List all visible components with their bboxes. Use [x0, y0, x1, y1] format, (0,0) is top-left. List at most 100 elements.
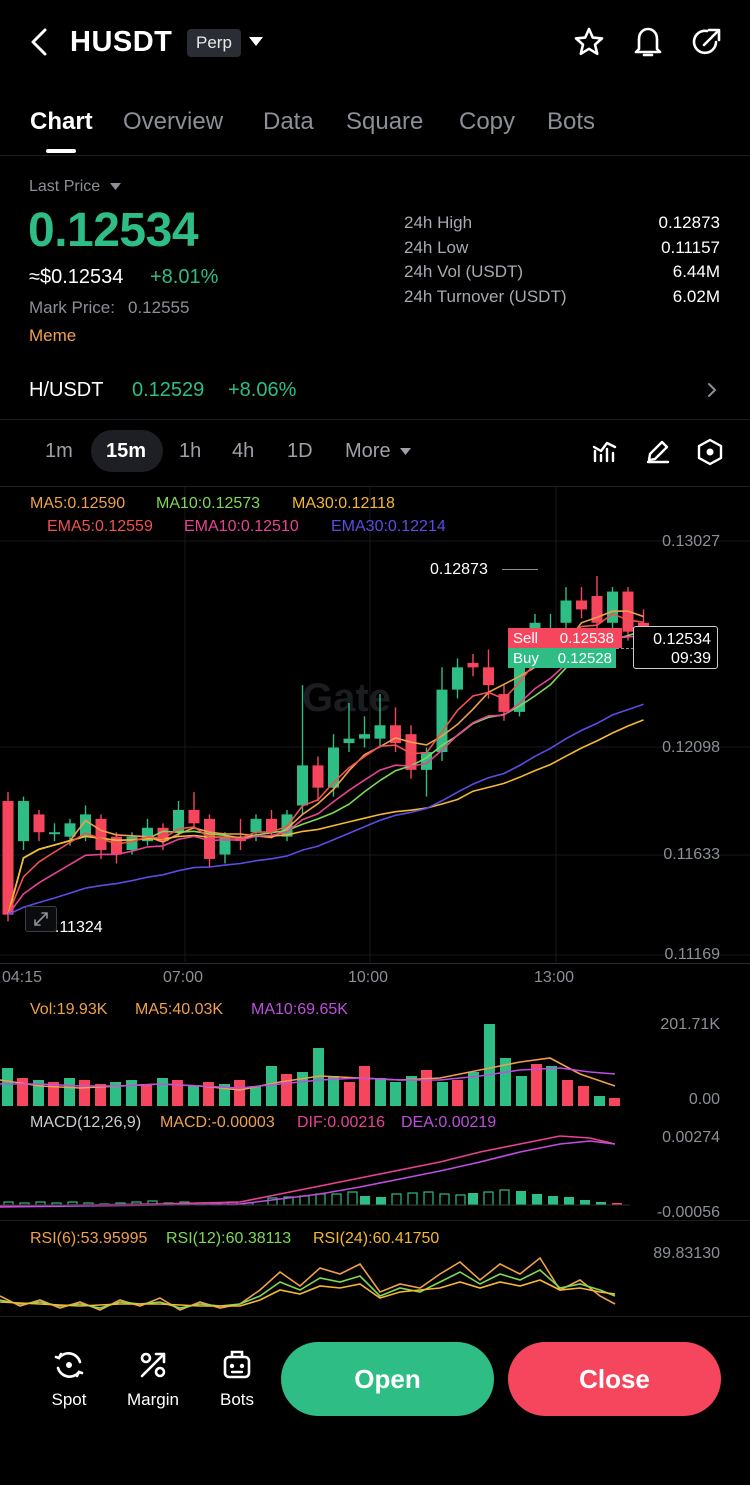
tab-square[interactable]: Square	[346, 108, 424, 135]
settings-hexagon-icon[interactable]	[697, 438, 723, 466]
margin-nav-button[interactable]: Margin	[112, 1346, 194, 1416]
ema30-line	[7, 703, 644, 916]
interval-1h[interactable]: 1h	[179, 440, 202, 462]
macd-value: MACD:-0.00003	[160, 1114, 275, 1131]
interval-1m[interactable]: 1m	[45, 440, 73, 462]
divider	[0, 155, 750, 156]
vol-ma10-label: MA10:69.65K	[251, 1001, 348, 1018]
candle-body	[64, 823, 76, 837]
interval-1d[interactable]: 1D	[287, 440, 313, 462]
x-axis-label: 07:00	[163, 969, 204, 986]
candle-body	[576, 600, 587, 610]
mark-price-label: Mark Price:	[29, 298, 115, 317]
ma30-line	[7, 719, 644, 915]
tab-copy[interactable]: Copy	[459, 108, 516, 135]
divider	[0, 419, 750, 420]
candle-body	[328, 747, 339, 788]
candle-body	[591, 596, 603, 623]
rsi6-label: RSI(6):53.95995	[30, 1230, 148, 1247]
gate-watermark: Gate	[302, 676, 391, 720]
ema10-line	[7, 634, 644, 916]
macd-axis-max: 0.00274	[662, 1129, 720, 1146]
vol-axis-min: 0.00	[688, 1091, 720, 1108]
back-icon[interactable]	[28, 28, 52, 56]
macd-axis-min: -0.00056	[656, 1204, 720, 1221]
candle-body	[638, 622, 649, 628]
interval-15m[interactable]: 15m	[106, 440, 147, 462]
candle-body	[80, 814, 91, 837]
divider	[0, 486, 750, 487]
divider	[0, 1316, 750, 1317]
vol-axis-max: 201.71K	[660, 1016, 720, 1033]
candle-body	[188, 809, 200, 824]
meme-tag[interactable]: Meme	[29, 326, 77, 345]
macd-chart	[0, 1135, 630, 1208]
candle-body	[390, 725, 401, 744]
perp-badge: Perp	[187, 29, 241, 57]
chevron-down-icon[interactable]	[249, 37, 263, 47]
candle-body	[111, 836, 122, 855]
spot-pair-row[interactable]: H/USDT 0.12529 +8.06%	[0, 362, 750, 418]
x-axis-label: 10:00	[348, 969, 389, 986]
indicator-icon[interactable]	[592, 439, 618, 463]
current-price-value: 0.12534	[653, 631, 711, 648]
pair-title[interactable]: HUSDT	[70, 26, 173, 58]
candle-body	[312, 765, 324, 788]
ma5-label: MA5:0.12590	[30, 495, 126, 512]
x-axis-label: 04:15	[2, 969, 43, 986]
last-price-label[interactable]: Last Price	[29, 178, 121, 196]
last-price: 0.12534	[28, 204, 199, 257]
candle-body	[126, 836, 138, 851]
bell-icon[interactable]	[633, 25, 663, 59]
y-axis-label: 0.11633	[663, 846, 720, 863]
candle-body	[219, 836, 231, 855]
open-button[interactable]: Open	[281, 1342, 494, 1416]
chart-grid	[0, 487, 750, 962]
interval-4h[interactable]: 4h	[232, 440, 255, 462]
candle-body	[374, 725, 386, 739]
spot-nav-button[interactable]: Spot	[28, 1346, 110, 1416]
macd-label: MACD(12,26,9)	[30, 1114, 142, 1131]
candle-countdown: 09:39	[670, 650, 711, 667]
dif-value: DIF:0.00216	[297, 1114, 386, 1131]
high-marker-line	[502, 569, 538, 570]
expand-icon[interactable]	[25, 906, 57, 932]
rsi12-label: RSI(12):60.38113	[166, 1230, 292, 1247]
interval-more[interactable]: More	[345, 440, 412, 463]
tab-bots[interactable]: Bots	[547, 108, 596, 135]
ma30-label: MA30:0.12118	[292, 495, 395, 512]
candle-body	[266, 818, 277, 833]
tab-data[interactable]: Data	[263, 108, 314, 135]
sell-tag[interactable]: Sell 0.12538	[508, 628, 622, 648]
candle-body	[405, 734, 417, 770]
tab-chart[interactable]: Chart	[30, 108, 93, 135]
stat-high-label: 24h High	[404, 213, 473, 232]
tab-overview[interactable]: Overview	[123, 108, 224, 135]
tab-underline	[46, 149, 76, 153]
y-axis-label: 0.12098	[662, 739, 720, 756]
ema10-label: EMA10:0.12510	[184, 518, 299, 535]
buy-tag[interactable]: Buy 0.12528	[508, 648, 616, 668]
candle-body	[297, 765, 308, 806]
header: HUSDT Perp	[0, 0, 750, 86]
margin-label: Margin	[127, 1390, 179, 1409]
spot-pair-name: H/USDT	[29, 379, 104, 401]
candle-body	[607, 591, 618, 623]
close-button[interactable]: Close	[508, 1342, 721, 1416]
star-icon[interactable]	[573, 26, 605, 58]
y-axis-label: 0.13027	[662, 533, 720, 550]
spot-icon	[54, 1352, 84, 1378]
bots-nav-button[interactable]: Bots	[196, 1346, 278, 1416]
current-price-box: 0.12534 09:39	[633, 626, 718, 669]
share-icon[interactable]	[690, 25, 724, 59]
current-price-line	[616, 648, 634, 649]
candle-body	[2, 801, 14, 915]
candle-body	[498, 694, 510, 712]
chevron-down-icon	[400, 447, 412, 455]
chevron-down-icon	[109, 182, 121, 190]
draw-pen-icon[interactable]	[645, 438, 671, 464]
candle-body	[452, 667, 463, 690]
ema30-label: EMA30:0.12214	[331, 518, 446, 535]
spot-label: Spot	[51, 1390, 87, 1409]
candlestick-chart[interactable]: Gate	[0, 487, 750, 962]
